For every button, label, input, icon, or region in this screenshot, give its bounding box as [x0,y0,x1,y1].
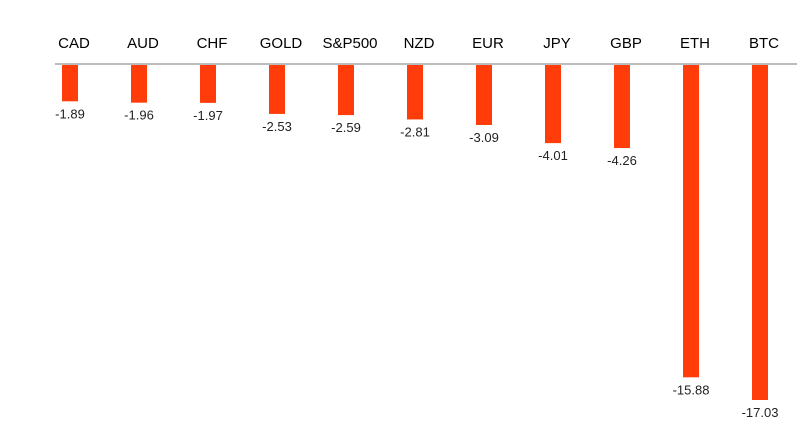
bar-nzd [407,65,423,120]
category-label-eth: ETH [680,35,710,52]
value-label-cad: -1.89 [55,106,85,121]
category-label-jpy: JPY [543,35,571,52]
bar-btc [752,65,768,400]
value-label-chf: -1.97 [193,108,223,123]
category-label-s-p500: S&P500 [322,35,377,52]
value-label-eur: -3.09 [469,130,499,145]
category-label-eur: EUR [472,35,504,52]
category-label-btc: BTC [749,35,779,52]
bar-chf [200,65,216,103]
category-label-gbp: GBP [610,35,642,52]
category-label-cad: CAD [58,35,90,52]
category-label-chf: CHF [197,35,228,52]
value-labels-group: -1.89 -1.96 -1.97 -2.53 -2.59 -2.81 -3.09 -4.01… [55,106,778,420]
bar-s-p500 [338,65,354,116]
value-label-nzd: -2.81 [400,124,430,139]
value-label-btc: -17.03 [742,405,779,420]
bar-eth [683,65,699,378]
value-label-gbp: -4.26 [607,153,637,168]
category-label-nzd: NZD [404,35,435,52]
category-label-gold: GOLD [260,35,303,52]
value-label-gold: -2.53 [262,119,292,134]
bar-jpy [545,65,561,144]
bar-cad [62,65,78,102]
value-label-jpy: -4.01 [538,148,568,163]
value-label-eth: -15.88 [673,382,710,397]
category-labels-group: CAD AUD CHF GOLD S&P500 NZD EUR JPY GBP ETH BTC [58,35,779,52]
value-label-s-p500: -2.59 [331,120,361,135]
bar-aud [131,65,147,103]
bar-eur [476,65,492,125]
bar-gbp [614,65,630,149]
bar-gold [269,65,285,114]
value-label-aud: -1.96 [124,108,154,123]
bars-group [62,65,768,400]
category-label-aud: AUD [127,35,159,52]
